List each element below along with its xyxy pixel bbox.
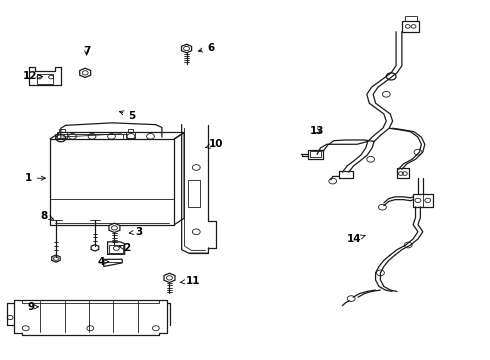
- Bar: [413, 194, 433, 207]
- Bar: [397, 168, 409, 178]
- Bar: [59, 129, 65, 132]
- Bar: [405, 16, 416, 21]
- Text: 2: 2: [119, 243, 131, 253]
- Polygon shape: [104, 259, 122, 266]
- Text: 13: 13: [310, 126, 324, 136]
- Bar: [339, 171, 353, 178]
- Text: 10: 10: [206, 139, 223, 149]
- Text: 3: 3: [129, 227, 143, 237]
- Text: 12: 12: [23, 71, 43, 81]
- Text: 7: 7: [83, 46, 90, 57]
- Text: 9: 9: [27, 302, 38, 312]
- Bar: [402, 21, 419, 32]
- Bar: [188, 180, 200, 207]
- Text: 6: 6: [198, 43, 215, 53]
- Bar: [50, 139, 174, 225]
- Bar: [37, 73, 52, 84]
- Text: 5: 5: [120, 111, 136, 121]
- Bar: [310, 151, 321, 157]
- Bar: [308, 150, 323, 158]
- Bar: [125, 132, 135, 138]
- Text: 4: 4: [98, 257, 109, 267]
- Text: 14: 14: [347, 234, 365, 244]
- Bar: [109, 245, 122, 253]
- Text: 8: 8: [41, 211, 53, 221]
- Bar: [127, 129, 133, 132]
- Text: 11: 11: [180, 276, 200, 286]
- Text: 1: 1: [24, 173, 46, 183]
- Bar: [57, 132, 67, 138]
